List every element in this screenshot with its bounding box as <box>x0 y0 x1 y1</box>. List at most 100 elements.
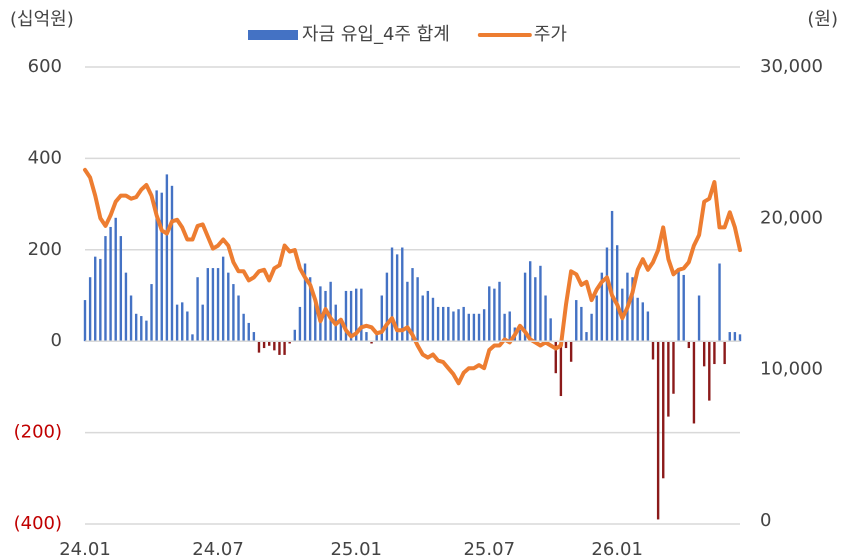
bar <box>232 284 235 342</box>
bar <box>273 341 276 351</box>
bar <box>677 268 680 342</box>
bar <box>580 306 583 342</box>
legend-swatch <box>248 30 298 40</box>
bar <box>88 277 92 342</box>
y-tick-label: 0 <box>51 330 62 351</box>
y2-axis-label: (원) <box>807 9 838 30</box>
bar <box>160 192 163 342</box>
bar <box>298 306 302 342</box>
y2-tick-label: 20,000 <box>760 207 823 228</box>
bar <box>124 272 128 342</box>
y2-tick-label: 0 <box>760 510 771 531</box>
bar <box>656 341 660 520</box>
y-tick-label: 400 <box>28 147 62 168</box>
y2-tick-label: 10,000 <box>760 359 823 380</box>
bar <box>728 332 731 342</box>
bar <box>416 277 419 342</box>
bar <box>646 311 650 342</box>
bar <box>104 236 107 342</box>
bar <box>682 274 685 342</box>
bar <box>462 306 465 342</box>
bar <box>544 295 547 342</box>
x-tick-label: 24.01 <box>59 539 111 560</box>
bar <box>94 256 97 342</box>
bar <box>242 313 245 342</box>
bar <box>651 341 655 360</box>
bar <box>442 306 445 342</box>
legend-label: 자금 유입_4주 합계 <box>302 24 450 45</box>
bar <box>697 295 701 342</box>
bar <box>211 268 215 342</box>
bar <box>221 256 225 342</box>
bar <box>498 281 501 342</box>
y-axis-label: (십억원) <box>10 9 74 30</box>
bar <box>452 311 455 342</box>
bar <box>503 313 506 342</box>
bar <box>201 304 204 342</box>
bar <box>237 295 240 342</box>
bar <box>257 341 261 353</box>
bar <box>191 334 194 342</box>
bar <box>718 263 721 342</box>
bar <box>667 341 670 417</box>
bar <box>605 247 609 342</box>
bar <box>564 341 568 349</box>
bar <box>288 341 291 344</box>
bar <box>109 226 112 342</box>
bar <box>119 236 123 342</box>
bar <box>134 313 138 342</box>
bar <box>129 295 133 342</box>
bar <box>713 341 716 365</box>
bar <box>575 300 578 342</box>
bar <box>615 245 619 342</box>
bar <box>595 295 598 342</box>
bar <box>150 284 153 342</box>
bar <box>702 341 706 367</box>
bar <box>708 341 711 401</box>
bar <box>278 341 281 355</box>
x-tick-label: 25.07 <box>463 539 515 560</box>
bar <box>181 302 184 342</box>
bar <box>723 341 726 365</box>
bar <box>140 316 143 342</box>
bar <box>493 288 496 342</box>
bar <box>733 332 737 342</box>
y-tick-label: 600 <box>28 56 62 77</box>
y2-tick-label: 30,000 <box>760 56 823 77</box>
bar <box>631 277 634 342</box>
bar <box>539 265 542 342</box>
bar <box>175 304 179 342</box>
bar <box>262 341 266 349</box>
bar <box>431 297 435 342</box>
bar <box>247 322 250 342</box>
bar <box>206 268 210 342</box>
bar <box>636 297 639 342</box>
bar <box>585 332 588 342</box>
y-tick-label: (400) <box>14 513 62 534</box>
bar <box>406 281 409 342</box>
bar <box>268 341 271 346</box>
bar <box>738 334 742 342</box>
bar <box>145 320 148 342</box>
bar <box>385 272 389 342</box>
bar <box>641 302 644 342</box>
bar <box>559 341 563 397</box>
bar <box>99 258 102 342</box>
bar <box>549 318 552 342</box>
bar <box>518 329 522 342</box>
bar <box>488 286 491 342</box>
bar <box>155 190 158 342</box>
bar <box>216 268 220 342</box>
bar <box>600 272 604 342</box>
x-tick-label: 26.01 <box>591 539 643 560</box>
bar <box>355 288 358 342</box>
bar <box>421 295 424 342</box>
bar <box>692 341 696 424</box>
bar <box>170 185 174 342</box>
bar <box>401 247 404 342</box>
bar <box>365 332 368 342</box>
y-tick-label: 200 <box>28 239 62 260</box>
bar <box>662 341 665 479</box>
bar <box>370 341 373 344</box>
